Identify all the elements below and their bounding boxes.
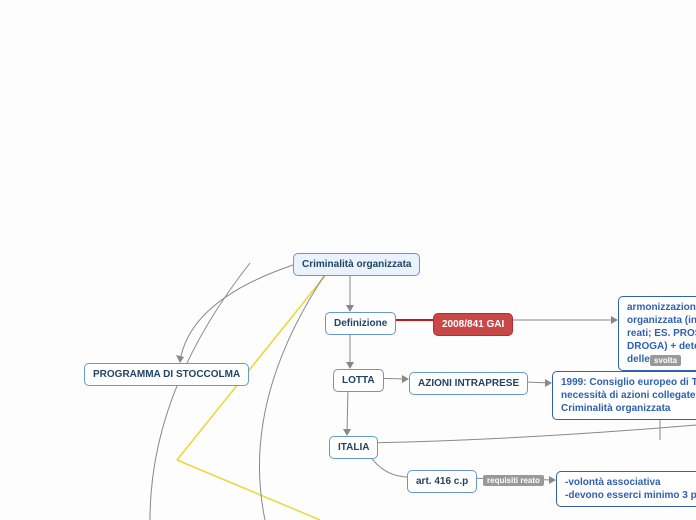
node-definizione-label: Definizione: [334, 318, 387, 329]
node-italia-label: ITALIA: [338, 442, 369, 453]
node-tampere-label: 1999: Consiglio europeo di Tampere neces…: [561, 377, 696, 414]
node-art416-label: art. 416 c.p: [416, 476, 468, 487]
node-tampere[interactable]: 1999: Consiglio europeo di Tampere neces…: [552, 371, 696, 420]
node-stoccolma[interactable]: PROGRAMMA DI STOCCOLMA: [84, 363, 249, 386]
node-volonta-label: -volontà associativa -devono esserci min…: [565, 477, 696, 501]
node-gai-label: 2008/841 GAI: [442, 319, 504, 330]
node-root-label: Criminalità organizzata: [302, 259, 411, 270]
node-definizione[interactable]: Definizione: [325, 312, 396, 335]
node-stoccolma-label: PROGRAMMA DI STOCCOLMA: [93, 369, 240, 380]
node-lotta[interactable]: LOTTA: [333, 369, 384, 392]
node-volonta[interactable]: -volontà associativa -devono esserci min…: [556, 471, 696, 507]
node-gai[interactable]: 2008/841 GAI: [433, 313, 513, 336]
edge-label-svolta: svolta: [650, 355, 681, 366]
edge-label-requisiti: requisiti reato: [483, 475, 544, 486]
node-root[interactable]: Criminalità organizzata: [293, 253, 420, 276]
node-italia[interactable]: ITALIA: [329, 436, 378, 459]
node-art416[interactable]: art. 416 c.p: [407, 470, 477, 493]
node-azioni-label: AZIONI INTRAPRESE: [418, 378, 519, 389]
node-lotta-label: LOTTA: [342, 375, 375, 386]
node-azioni[interactable]: AZIONI INTRAPRESE: [409, 372, 528, 395]
